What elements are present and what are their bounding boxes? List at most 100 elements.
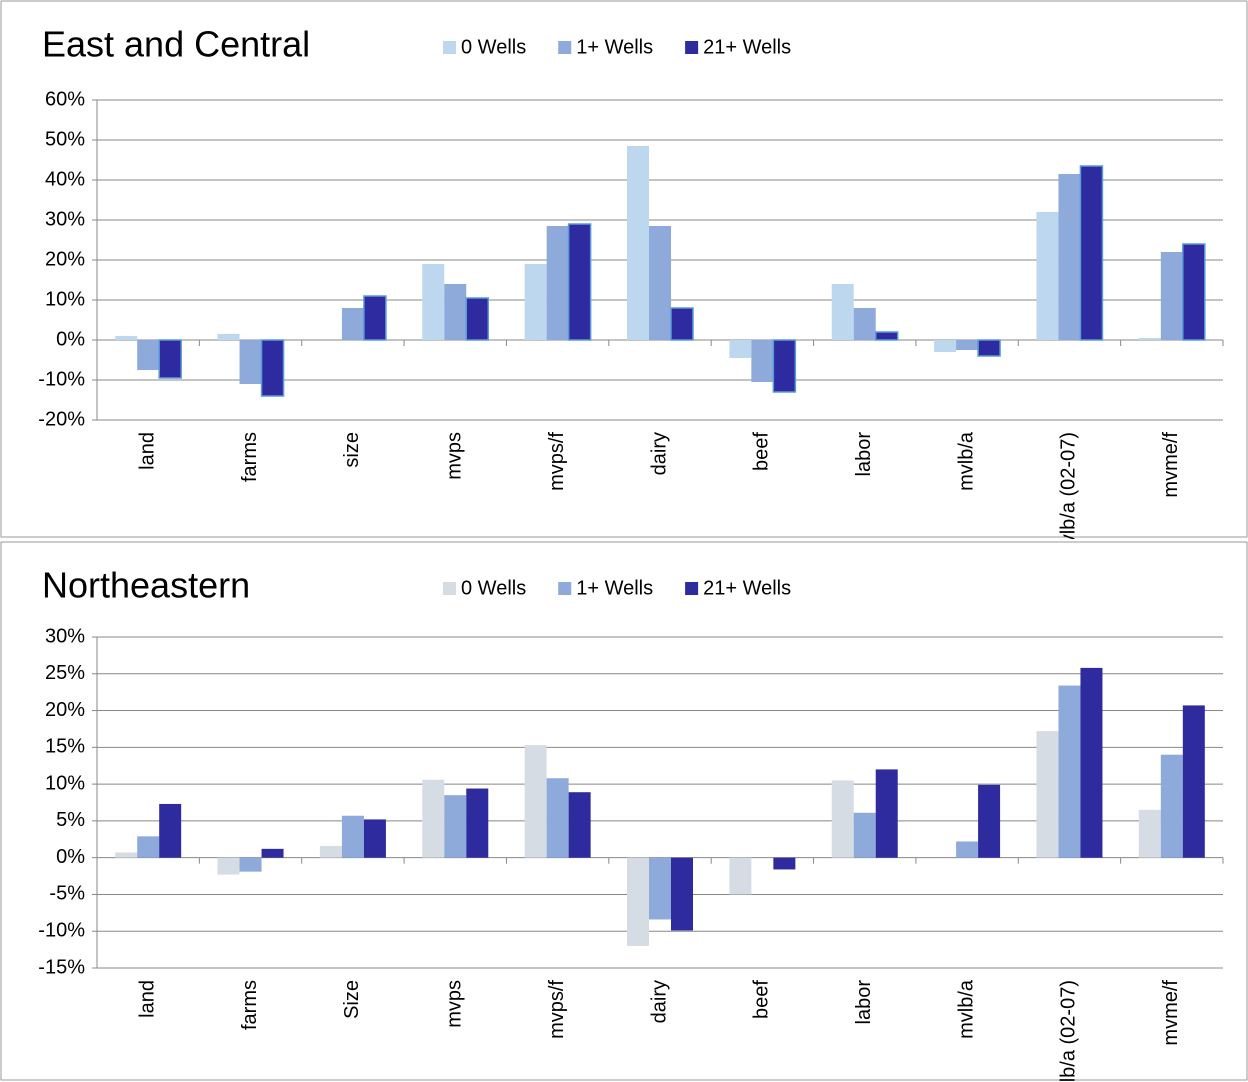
bar — [159, 803, 182, 858]
bar — [363, 295, 387, 341]
bar — [444, 284, 467, 340]
bar — [319, 845, 342, 858]
legend-label: 21+ Wells — [703, 36, 791, 58]
bar — [729, 340, 752, 358]
bar — [1182, 705, 1205, 858]
bar — [956, 841, 979, 858]
bar — [671, 857, 693, 931]
chart: Northeastern 0 Wells 1+ Wells 21+ Wells -15%… — [0, 541, 1248, 1082]
x-tick-label: dairy — [648, 432, 670, 475]
chart: East and Central 0 Wells 1+ Wells 21+ Wells… — [0, 0, 1248, 539]
bar — [649, 857, 671, 920]
bar — [1058, 174, 1081, 340]
bar — [260, 339, 285, 397]
bar — [751, 340, 774, 382]
bar — [341, 815, 364, 858]
bar — [239, 340, 262, 384]
y-tick-label: 25% — [45, 662, 85, 684]
bar — [115, 852, 138, 858]
bar — [1138, 809, 1161, 858]
bar — [217, 857, 240, 875]
legend-label: 0 Wells — [461, 577, 526, 599]
x-tick-label: mvlb/a (02-07) — [1058, 980, 1080, 1082]
legend-label: 1+ Wells — [576, 577, 653, 599]
chart-frame — [0, 0, 1248, 538]
legend-label: 21+ Wells — [703, 577, 791, 599]
chart-title: East and Central — [42, 24, 310, 65]
bar — [627, 857, 649, 946]
bar — [627, 146, 649, 340]
bar — [1160, 754, 1183, 858]
bar — [956, 340, 979, 350]
legend-label: 0 Wells — [461, 36, 526, 58]
bar — [422, 264, 445, 340]
bar — [1036, 731, 1059, 858]
legend-swatch — [558, 582, 572, 595]
y-tick-label: 40% — [45, 168, 85, 190]
bar — [524, 745, 547, 858]
y-tick-label: -10% — [38, 368, 85, 390]
bar — [978, 784, 1001, 858]
y-tick-label: 15% — [45, 736, 85, 758]
y-tick-label: 0% — [56, 328, 85, 350]
x-tick-label: mvlb/a — [955, 431, 977, 491]
y-tick-label: 10% — [45, 288, 85, 310]
bar — [772, 339, 797, 393]
bar — [524, 264, 547, 340]
bar — [649, 226, 671, 340]
bar — [875, 769, 898, 858]
bar — [1058, 685, 1081, 858]
x-tick-label: mvme/f — [1160, 980, 1182, 1046]
x-tick-label: beef — [751, 432, 773, 471]
bar — [1182, 243, 1206, 341]
x-tick-label: beef — [751, 980, 773, 1019]
bar — [831, 284, 854, 340]
y-tick-label: -15% — [38, 956, 85, 978]
x-tick-label: dairy — [648, 980, 670, 1023]
x-tick-label: land — [136, 980, 158, 1018]
bar — [773, 857, 796, 870]
bar — [853, 308, 876, 340]
y-tick-label: -5% — [49, 883, 85, 905]
bar — [1160, 252, 1183, 340]
bar — [465, 297, 490, 341]
bar — [1036, 212, 1059, 340]
legend-label: 1+ Wells — [576, 36, 653, 58]
y-tick-label: 30% — [45, 208, 85, 230]
x-tick-label: labor — [853, 980, 875, 1025]
x-tick-label: mvps/f — [546, 980, 568, 1039]
x-tick-label: mvlb/a (02-07) — [1058, 432, 1080, 539]
bar — [853, 812, 876, 858]
x-tick-label: farms — [239, 432, 261, 482]
bar — [239, 857, 262, 872]
y-tick-label: 50% — [45, 128, 85, 150]
x-tick-label: mvps/f — [546, 432, 568, 491]
bar — [1079, 165, 1104, 341]
bar — [934, 340, 957, 352]
bar — [115, 336, 138, 340]
legend-swatch — [685, 582, 699, 595]
bar — [977, 339, 1001, 357]
x-tick-label: mvlb/a — [955, 979, 977, 1039]
x-tick-label: farms — [239, 980, 261, 1030]
bar — [137, 340, 160, 370]
x-tick-label: mvps — [444, 432, 466, 480]
bar — [568, 792, 591, 858]
bar — [831, 780, 854, 858]
chart-frame — [0, 541, 1248, 1081]
bar — [261, 848, 284, 858]
y-tick-label: 20% — [45, 248, 85, 270]
legend-swatch — [443, 41, 456, 54]
bar — [466, 788, 489, 858]
legend-swatch — [558, 41, 572, 54]
x-tick-label: labor — [853, 432, 875, 477]
bar — [567, 223, 592, 341]
bar — [217, 334, 240, 340]
y-tick-label: 0% — [56, 846, 85, 868]
bar — [729, 857, 752, 895]
bar — [1080, 667, 1103, 858]
bar — [546, 778, 569, 858]
bar — [546, 226, 569, 340]
y-tick-label: -10% — [38, 920, 85, 942]
